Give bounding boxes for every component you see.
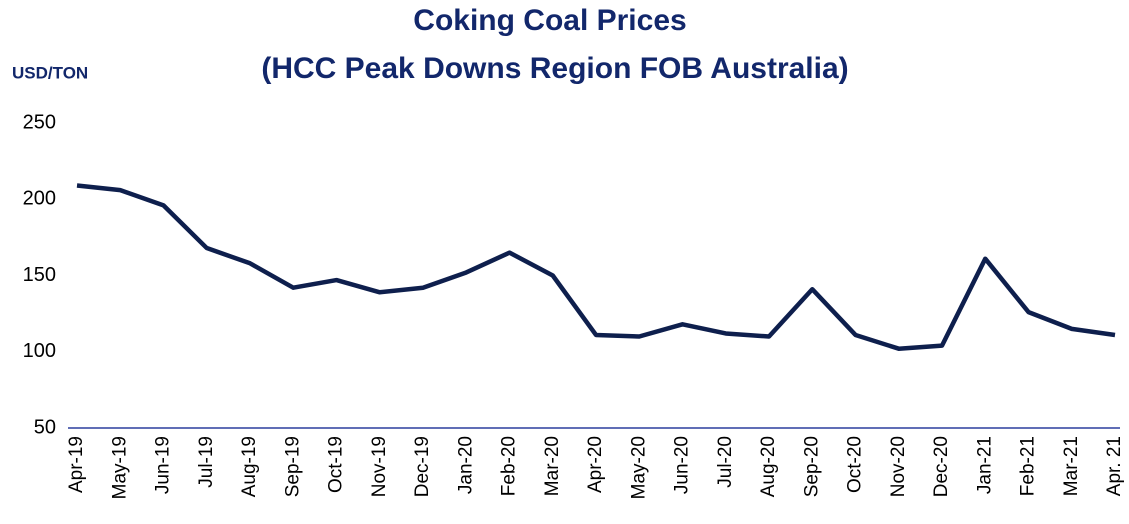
x-tick-label: Jun-20 bbox=[672, 436, 693, 494]
y-axis-label: USD/TON bbox=[12, 63, 88, 82]
x-tick-label: Dec-20 bbox=[931, 436, 952, 497]
x-tick-label: Oct-19 bbox=[326, 436, 347, 493]
x-tick-label: Apr-19 bbox=[66, 436, 87, 493]
x-tick-label: Jan-21 bbox=[974, 436, 995, 494]
x-tick-label: Mar-21 bbox=[1061, 436, 1082, 496]
x-tick-label: Nov-20 bbox=[888, 436, 909, 497]
x-tick-label: Jul-20 bbox=[715, 436, 736, 488]
chart-title: Coking Coal Prices bbox=[413, 4, 686, 37]
chart-subtitle: (HCC Peak Downs Region FOB Australia) bbox=[261, 52, 848, 85]
x-tick-label: Jan-20 bbox=[455, 436, 476, 494]
y-tick-label: 150 bbox=[23, 264, 56, 286]
x-tick-label: Oct-20 bbox=[845, 436, 866, 493]
x-tick-label: Apr-20 bbox=[585, 436, 606, 493]
x-tick-label: Jun-19 bbox=[153, 436, 174, 494]
x-tick-label: Jul-19 bbox=[196, 436, 217, 488]
x-tick-label: Aug-20 bbox=[758, 436, 779, 497]
y-tick-label: 50 bbox=[34, 416, 56, 438]
x-tick-label: Apr. 21 bbox=[1104, 436, 1125, 496]
x-tick-label: Feb-20 bbox=[499, 436, 520, 496]
x-tick-label: Sep-19 bbox=[282, 436, 303, 497]
x-tick-label: May-19 bbox=[109, 436, 130, 499]
y-tick-label: 100 bbox=[23, 340, 56, 362]
x-tick-label: Nov-19 bbox=[369, 436, 390, 497]
x-tick-label: Dec-19 bbox=[412, 436, 433, 497]
x-tick-label: Feb-21 bbox=[1018, 436, 1039, 496]
x-tick-label: Mar-20 bbox=[542, 436, 563, 496]
data-line bbox=[76, 183, 1116, 351]
x-tick-label: Sep-20 bbox=[801, 436, 822, 497]
y-tick-label: 200 bbox=[23, 188, 56, 210]
x-tick-label: May-20 bbox=[628, 436, 649, 499]
y-tick-label: 250 bbox=[23, 111, 56, 133]
x-tick-label: Aug-19 bbox=[239, 436, 260, 497]
